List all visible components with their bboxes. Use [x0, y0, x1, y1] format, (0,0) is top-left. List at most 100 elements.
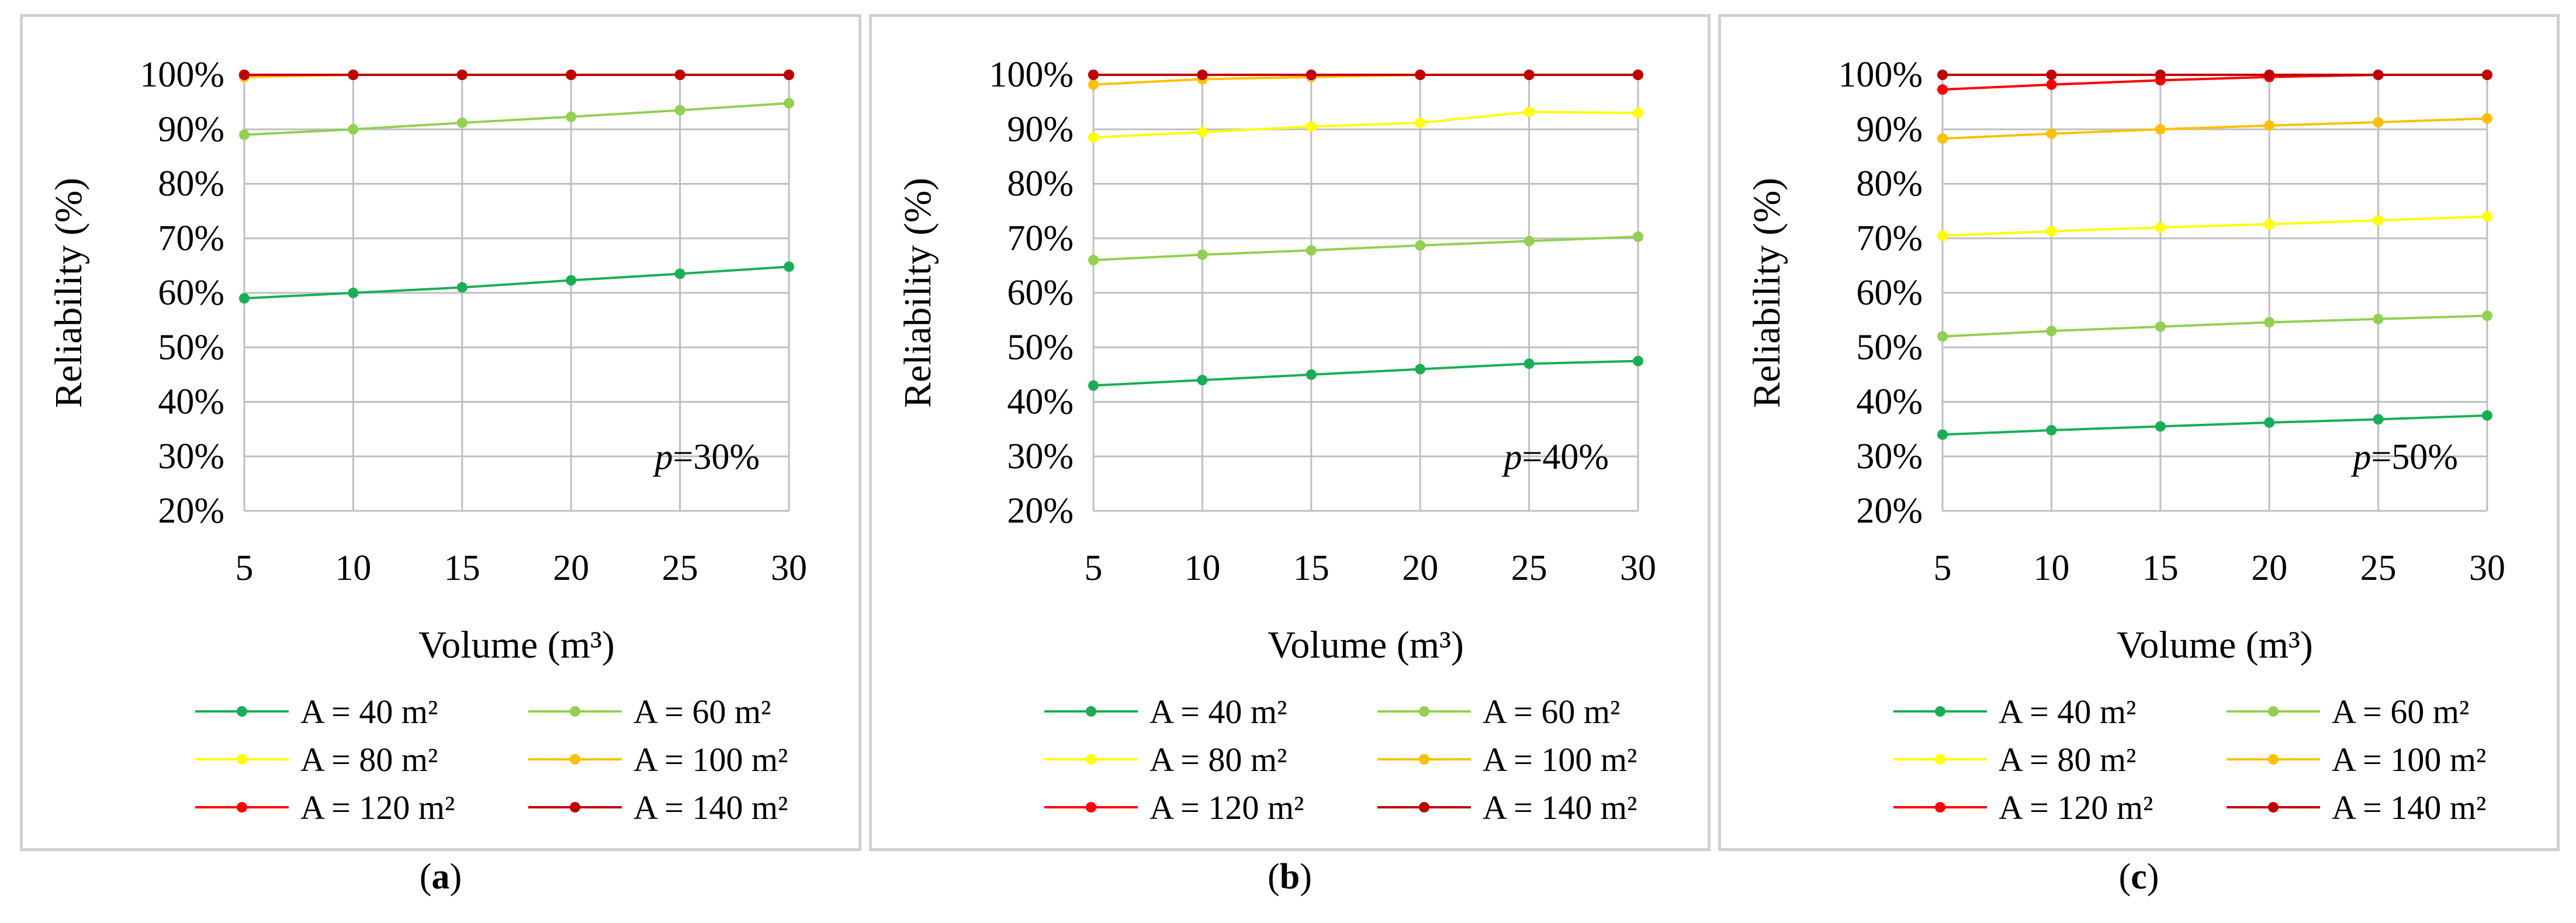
- x-tick-label: 15: [2142, 548, 2179, 588]
- y-tick-label: 30%: [158, 437, 224, 476]
- data-point: [456, 117, 468, 129]
- legend-label: A = 40 m²: [1149, 693, 1287, 731]
- series-line-3: [1942, 117, 2488, 140]
- y-tick-label: 100%: [989, 55, 1074, 95]
- x-tick-label: 15: [1293, 548, 1329, 588]
- data-point: [1937, 429, 1948, 440]
- p-annotation: p=40%: [1501, 437, 1609, 477]
- legend-label: A = 60 m²: [633, 693, 771, 731]
- legend-label: A = 140 m²: [633, 789, 788, 827]
- data-point: [1197, 375, 1208, 386]
- data-point: [784, 98, 794, 109]
- legend-swatch-marker: [1419, 802, 1429, 813]
- data-point: [1197, 70, 1208, 80]
- y-tick-label: 80%: [158, 164, 224, 204]
- y-tick-label: 60%: [1856, 273, 1923, 313]
- legend-swatch-marker: [237, 802, 247, 813]
- legend-label: A = 80 m²: [300, 741, 438, 779]
- x-tick-label: 10: [2033, 548, 2069, 588]
- x-tick-label: 5: [1085, 548, 1103, 588]
- data-point: [2264, 317, 2275, 328]
- data-point: [456, 282, 468, 293]
- x-tick-label: 20: [553, 548, 589, 588]
- legend-label: A = 100 m²: [633, 741, 788, 779]
- caption-letter: b: [1279, 857, 1300, 897]
- y-tick-label: 90%: [158, 109, 224, 149]
- data-point: [1306, 369, 1317, 380]
- data-point: [566, 275, 577, 286]
- x-tick-label: 5: [236, 548, 254, 588]
- x-tick-label: 25: [662, 548, 698, 588]
- data-point: [1197, 249, 1208, 260]
- data-point: [348, 70, 359, 80]
- data-point: [1306, 121, 1317, 132]
- data-point: [1088, 132, 1099, 143]
- legend-label: A = 100 m²: [1483, 741, 1637, 779]
- legend-swatch-marker: [570, 802, 580, 813]
- y-tick-label: 50%: [1007, 327, 1074, 367]
- data-point: [2482, 70, 2492, 80]
- x-tick-label: 25: [2360, 548, 2397, 588]
- data-point: [2482, 410, 2492, 421]
- legend-swatch-marker: [237, 754, 247, 765]
- legend-label: A = 60 m²: [1483, 693, 1620, 731]
- data-point: [1633, 231, 1643, 242]
- data-point: [2155, 222, 2166, 233]
- y-tick-label: 80%: [1007, 164, 1074, 204]
- series-line-1: [1942, 314, 2488, 338]
- y-tick-label: 20%: [158, 491, 224, 531]
- data-point: [1524, 70, 1535, 80]
- legend-swatch-marker: [1935, 706, 1945, 717]
- data-point: [2482, 310, 2492, 322]
- y-tick-label: 40%: [1856, 382, 1923, 422]
- data-point: [2046, 79, 2057, 90]
- y-tick-label: 20%: [1856, 491, 1923, 531]
- legend-swatch-marker: [2268, 754, 2279, 765]
- data-point: [1937, 331, 1948, 342]
- y-tick-label: 70%: [1007, 219, 1074, 258]
- data-point: [1088, 79, 1099, 90]
- legend-label: A = 100 m²: [2332, 741, 2486, 779]
- y-tick-label: 70%: [158, 219, 224, 258]
- data-point: [674, 268, 685, 279]
- data-point: [2155, 421, 2166, 432]
- data-point: [348, 288, 359, 298]
- data-point: [2373, 117, 2384, 128]
- data-point: [674, 105, 685, 116]
- data-point: [2264, 70, 2275, 80]
- data-point: [1088, 70, 1099, 80]
- data-point: [2373, 70, 2384, 80]
- data-point: [1937, 70, 1948, 80]
- x-tick-label: 30: [2469, 548, 2505, 588]
- data-point: [2373, 313, 2384, 324]
- series-line-1: [244, 102, 790, 136]
- x-axis-title: Volume (m³): [418, 624, 615, 666]
- series-line-0: [1093, 359, 1639, 387]
- x-tick-label: 10: [335, 548, 371, 588]
- series-line-4: [1942, 74, 2487, 91]
- data-point: [1088, 380, 1099, 391]
- data-point: [2482, 113, 2492, 124]
- data-point: [2046, 70, 2057, 80]
- legend-swatch-marker: [2268, 706, 2279, 717]
- caption-letter: c: [2131, 857, 2147, 897]
- p-annotation-symbol: p: [1501, 437, 1522, 477]
- y-tick-label: 70%: [1856, 219, 1923, 258]
- data-point: [1524, 236, 1535, 247]
- legend-label: A = 60 m²: [2332, 693, 2469, 731]
- series-line-1: [1093, 235, 1639, 262]
- y-tick-label: 100%: [140, 55, 224, 95]
- data-point: [2046, 226, 2057, 237]
- data-point: [1633, 70, 1643, 80]
- legend-swatch-marker: [1086, 754, 1096, 765]
- x-tick-label: 20: [1402, 548, 1438, 588]
- data-point: [1088, 255, 1099, 266]
- y-tick-label: 30%: [1856, 437, 1923, 476]
- x-tick-label: 25: [1511, 548, 1547, 588]
- data-point: [456, 70, 468, 80]
- y-tick-label: 40%: [1007, 382, 1074, 422]
- data-point: [239, 70, 250, 80]
- data-point: [1633, 108, 1643, 119]
- data-point: [566, 70, 577, 80]
- data-point: [566, 111, 577, 122]
